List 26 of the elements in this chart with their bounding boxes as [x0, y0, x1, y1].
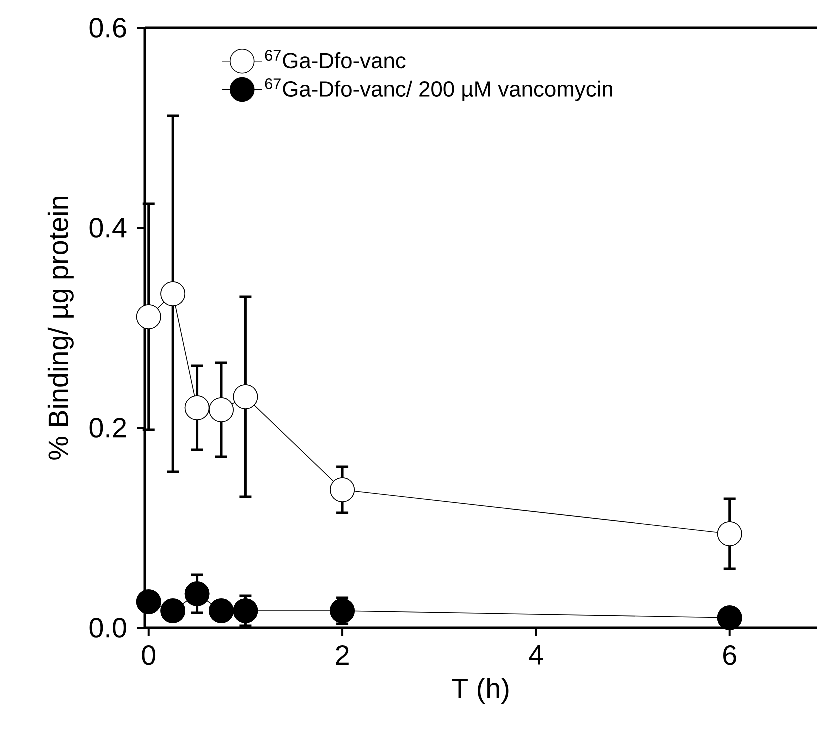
point	[184, 396, 210, 420]
point	[233, 384, 258, 410]
y-axis-title: % Binding/ µg protein	[48, 197, 74, 460]
x-tick-label: 6	[724, 646, 736, 666]
point	[717, 606, 742, 630]
x-tick-label: 0	[142, 646, 156, 666]
y-tick-label: 0.0	[90, 618, 126, 638]
x-axis-title: T (h)	[452, 678, 509, 704]
point	[209, 398, 234, 422]
point	[160, 282, 186, 306]
point	[136, 304, 162, 330]
point	[717, 522, 742, 546]
point	[330, 598, 355, 624]
y-tick-label: 0.4	[90, 218, 127, 238]
legend-label: $^{67}$Ga-Dfo-vanc	[265, 50, 406, 69]
point	[184, 582, 210, 606]
y-tick-label: 0.2	[90, 418, 126, 438]
point	[233, 598, 258, 624]
point	[136, 590, 162, 614]
point	[330, 478, 355, 502]
point	[209, 598, 234, 624]
x-tick-label: 4	[529, 646, 544, 665]
x-tick-label: 2	[336, 646, 349, 665]
point	[160, 598, 186, 624]
y-tick-label: 0.6	[90, 18, 126, 38]
legend-label: $^{67}$Ga-Dfo-vanc/ 200 µM vancomycin	[265, 78, 612, 102]
